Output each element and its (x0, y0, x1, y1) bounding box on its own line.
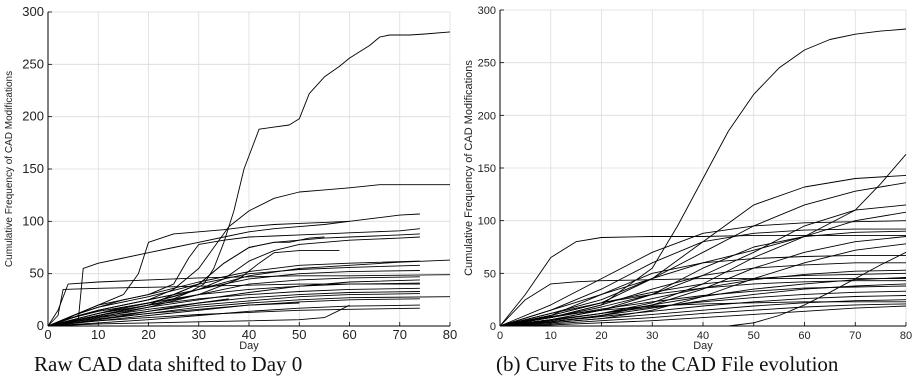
series-line (47, 282, 420, 327)
y-tick-label: 150 (22, 161, 44, 176)
y-tick-label: 300 (22, 4, 44, 19)
series-line (47, 287, 420, 327)
x-tick-label: 70 (393, 327, 407, 342)
y-tick-label: 0 (37, 318, 44, 333)
series-line (499, 280, 906, 327)
y-tick-label: 200 (22, 109, 44, 124)
x-tick-label: 80 (443, 327, 457, 342)
y-axis-label: Cumulative Frequency of CAD Modification… (463, 60, 475, 276)
series-line (47, 220, 350, 327)
series-line (47, 260, 420, 327)
caption-a: Raw CAD data shifted to Day 0 (34, 352, 303, 376)
y-tick-label: 250 (22, 56, 44, 71)
chart-canvas: 0 10 20 30 40 50 60 70 80050100150200250300DayCu… (4, 4, 912, 352)
y-tick-label: 0 (490, 321, 496, 333)
series-line (499, 220, 907, 327)
x-tick-label: 80 (900, 330, 912, 342)
x-axis-label: Day (693, 340, 713, 352)
series-line (500, 251, 907, 327)
y-tick-label: 100 (22, 213, 44, 228)
y-tick-label: 50 (30, 266, 44, 281)
y-axis-label: Cumulative Frequency of CAD Modification… (4, 71, 15, 267)
x-tick-label: 40 (242, 327, 256, 342)
series-line (47, 298, 420, 327)
series-line (499, 228, 906, 327)
series-line (499, 290, 907, 327)
series-line (47, 304, 350, 327)
panel-b: 0 10 20 30 40 50 60 70 80 0 50 100 150 200 250 300 Day Cu… (463, 5, 912, 352)
series-line (499, 295, 907, 327)
series-line (499, 278, 906, 327)
series-line (499, 254, 906, 327)
series-line (47, 283, 420, 327)
x-tick-label: 0 (44, 327, 51, 342)
caption-b: (b) Curve Fits to the CAD File evolution (496, 352, 839, 376)
series-line (499, 154, 907, 327)
x-tick-label: 10 (91, 327, 105, 342)
series-line (47, 307, 420, 327)
y-tick-label: 300 (478, 5, 496, 17)
y-tick-label: 150 (478, 163, 496, 175)
series-line (47, 264, 420, 327)
y-tick-label: 250 (478, 58, 496, 70)
x-tick-label: 30 (192, 327, 206, 342)
series-line (499, 262, 906, 327)
series-line (47, 228, 420, 327)
series-line (499, 301, 906, 327)
x-tick-label: 40 (697, 330, 709, 342)
y-tick-label: 50 (484, 268, 496, 280)
y-tick-label: 100 (478, 216, 496, 228)
x-tick-label: 30 (646, 330, 658, 342)
x-tick-label: 50 (748, 330, 760, 342)
series-line (499, 305, 907, 327)
x-tick-label: 70 (849, 330, 861, 342)
series-line (499, 272, 907, 327)
x-tick-label: 20 (595, 330, 607, 342)
x-axis-label: Day (239, 340, 259, 352)
x-tick-label: 60 (342, 327, 356, 342)
panel-a: 0 10 20 30 40 50 60 70 80 0 50 100 150 200 250 300 Day Cu… (4, 4, 457, 352)
x-tick-label: 60 (798, 330, 810, 342)
x-tick-label: 0 (497, 330, 503, 342)
y-tick-label: 200 (478, 110, 496, 122)
series-line (47, 213, 420, 327)
x-tick-label: 50 (292, 327, 306, 342)
x-tick-label: 10 (545, 330, 557, 342)
series-line (499, 234, 906, 327)
series-line (47, 259, 451, 327)
x-tick-label: 20 (141, 327, 155, 342)
series-line (47, 274, 451, 327)
series-line (499, 303, 907, 327)
